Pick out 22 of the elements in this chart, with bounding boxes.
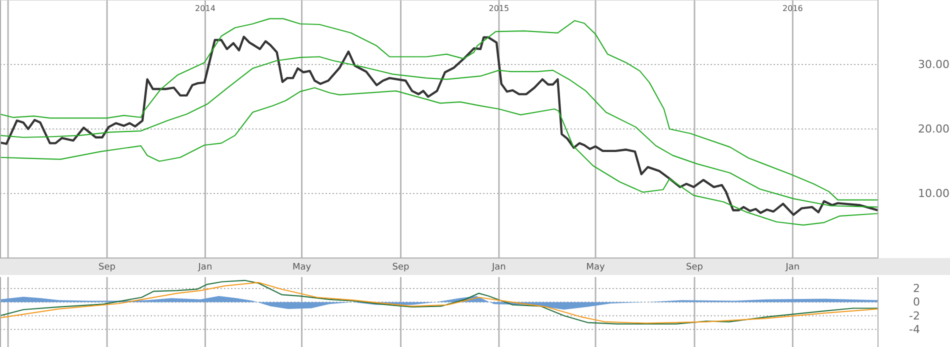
x2-tick-label: 2016 xyxy=(782,4,803,13)
x-tick-label: Jan xyxy=(784,262,800,272)
x-tick-label: May xyxy=(292,262,312,272)
line-series xyxy=(0,18,878,200)
x-tick-label: Jan xyxy=(491,262,506,272)
x-tick-label: Sep xyxy=(392,262,410,272)
x-tick-label: May xyxy=(586,262,606,272)
y-tick-label: 30.00 xyxy=(918,58,950,72)
x2-tick-label: 2015 xyxy=(488,4,510,13)
x-tick-label: Sep xyxy=(686,262,704,272)
y-tick-label: -4 xyxy=(909,322,920,336)
line-series xyxy=(0,36,878,216)
x2-tick-label: 2014 xyxy=(195,4,216,13)
y-tick-label: 0 xyxy=(913,296,920,309)
y-tick-label: 10.00 xyxy=(918,187,950,200)
y-tick-label: 20.00 xyxy=(918,122,950,136)
y-tick-label: 2 xyxy=(913,282,920,296)
y-tick-label: -2 xyxy=(909,309,920,322)
x-tick-label: Sep xyxy=(98,262,116,272)
x-tick-label: Jan xyxy=(197,262,212,272)
line-series xyxy=(0,87,878,226)
line-series xyxy=(0,56,878,208)
